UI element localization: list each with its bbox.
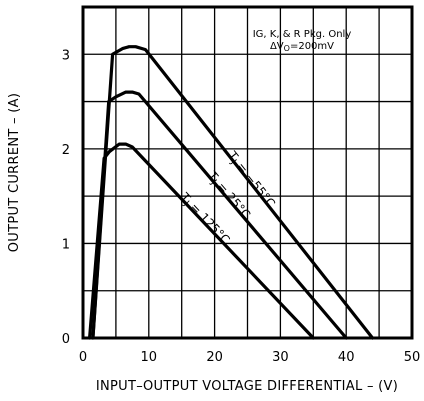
series-line-1 (91, 45, 375, 340)
x-tick-label: 10 (141, 350, 158, 365)
series-group: TJ = −55°CTJ = 25°CTJ = 125°C (88, 45, 375, 340)
annotation-subscript: O (284, 44, 290, 53)
x-axis-label: INPUT–OUTPUT VOLTAGE DIFFERENTIAL – (V) (96, 379, 398, 394)
annotation-delta-v: ΔV (270, 41, 284, 52)
y-tick-label: 0 (62, 332, 70, 347)
x-tick-label: 20 (206, 350, 223, 365)
annotation-value: =200mV (290, 41, 334, 52)
series-line-2 (91, 90, 348, 340)
x-tick-label: 50 (404, 350, 421, 365)
y-tick-label: 3 (62, 48, 70, 63)
y-axis-label: OUTPUT CURRENT – (A) (7, 93, 22, 252)
annotation-line-1: IG, K, & R Pkg. Only (253, 29, 352, 40)
grid (83, 7, 412, 338)
plot-frame (81, 5, 414, 340)
x-tick-label: 0 (79, 350, 87, 365)
x-tick-label: 40 (338, 350, 355, 365)
tick-labels: 0 10 20 30 40 50 0 1 2 3 (62, 48, 421, 365)
y-tick-label: 1 (62, 237, 70, 252)
x-tick-label: 30 (272, 350, 289, 365)
annotation-line-2: ΔVO=200mV (270, 41, 334, 53)
y-tick-label: 2 (62, 143, 70, 158)
series-line-3 (88, 142, 315, 340)
